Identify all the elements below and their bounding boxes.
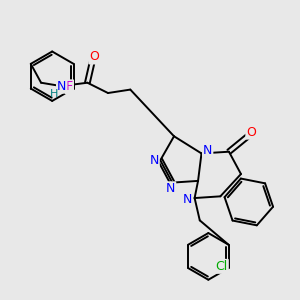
Text: N: N [203,143,212,157]
Text: N: N [149,154,159,167]
Text: Cl: Cl [216,260,228,273]
Text: N: N [57,80,66,93]
Text: O: O [246,126,256,139]
Text: N: N [166,182,175,195]
Text: H: H [50,89,58,99]
Text: F: F [66,80,73,93]
Text: N: N [182,193,192,206]
Text: O: O [89,50,99,64]
